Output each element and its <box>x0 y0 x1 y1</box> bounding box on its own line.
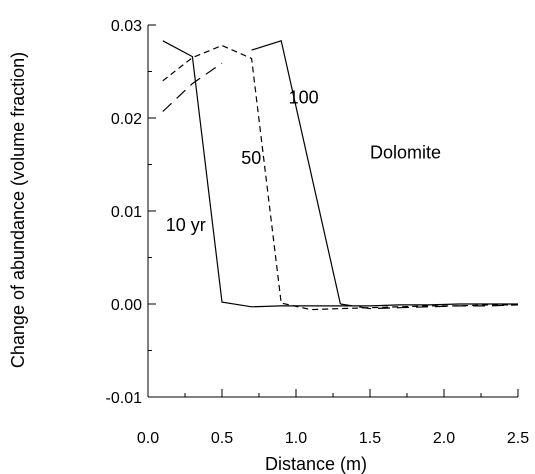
axes <box>147 25 518 398</box>
x-tick-label: 1.0 <box>285 430 307 447</box>
y-tick-label: -0.01 <box>106 390 143 407</box>
y-axis-label: Change of abundance (volume fraction) <box>8 52 28 368</box>
y-tick-label: 0.00 <box>111 297 142 314</box>
x-tick-label: 0.5 <box>211 430 233 447</box>
y-tick-label: 0.02 <box>111 111 142 128</box>
y-tick-label: 0.03 <box>111 18 142 35</box>
series-lines <box>162 40 519 311</box>
series-line-3 <box>251 40 341 305</box>
x-tick-label: 0.0 <box>137 430 159 447</box>
x-tick-label: 2.5 <box>507 430 529 447</box>
x-tick-label: 1.5 <box>359 430 381 447</box>
ticks: -0.01 0.00 0.01 0.02 0.03 0.0 0.5 1.0 1.5 2.0 2.5 <box>106 18 530 447</box>
annotations: 100 50 Dolomite 10 yr <box>166 88 441 235</box>
y-tick-label: 0.01 <box>111 204 142 221</box>
series-line-4 <box>340 303 519 310</box>
annotation-label: Dolomite <box>370 142 441 162</box>
annotation-label: 100 <box>289 88 319 108</box>
series-line-1 <box>162 44 518 311</box>
annotation-label: 50 <box>241 148 261 168</box>
annotation-label: 10 yr <box>166 215 206 235</box>
x-axis-label: Distance (m) <box>265 454 367 474</box>
series-line-2 <box>162 62 223 112</box>
x-tick-label: 2.0 <box>433 430 455 447</box>
series-line-0 <box>162 40 518 308</box>
